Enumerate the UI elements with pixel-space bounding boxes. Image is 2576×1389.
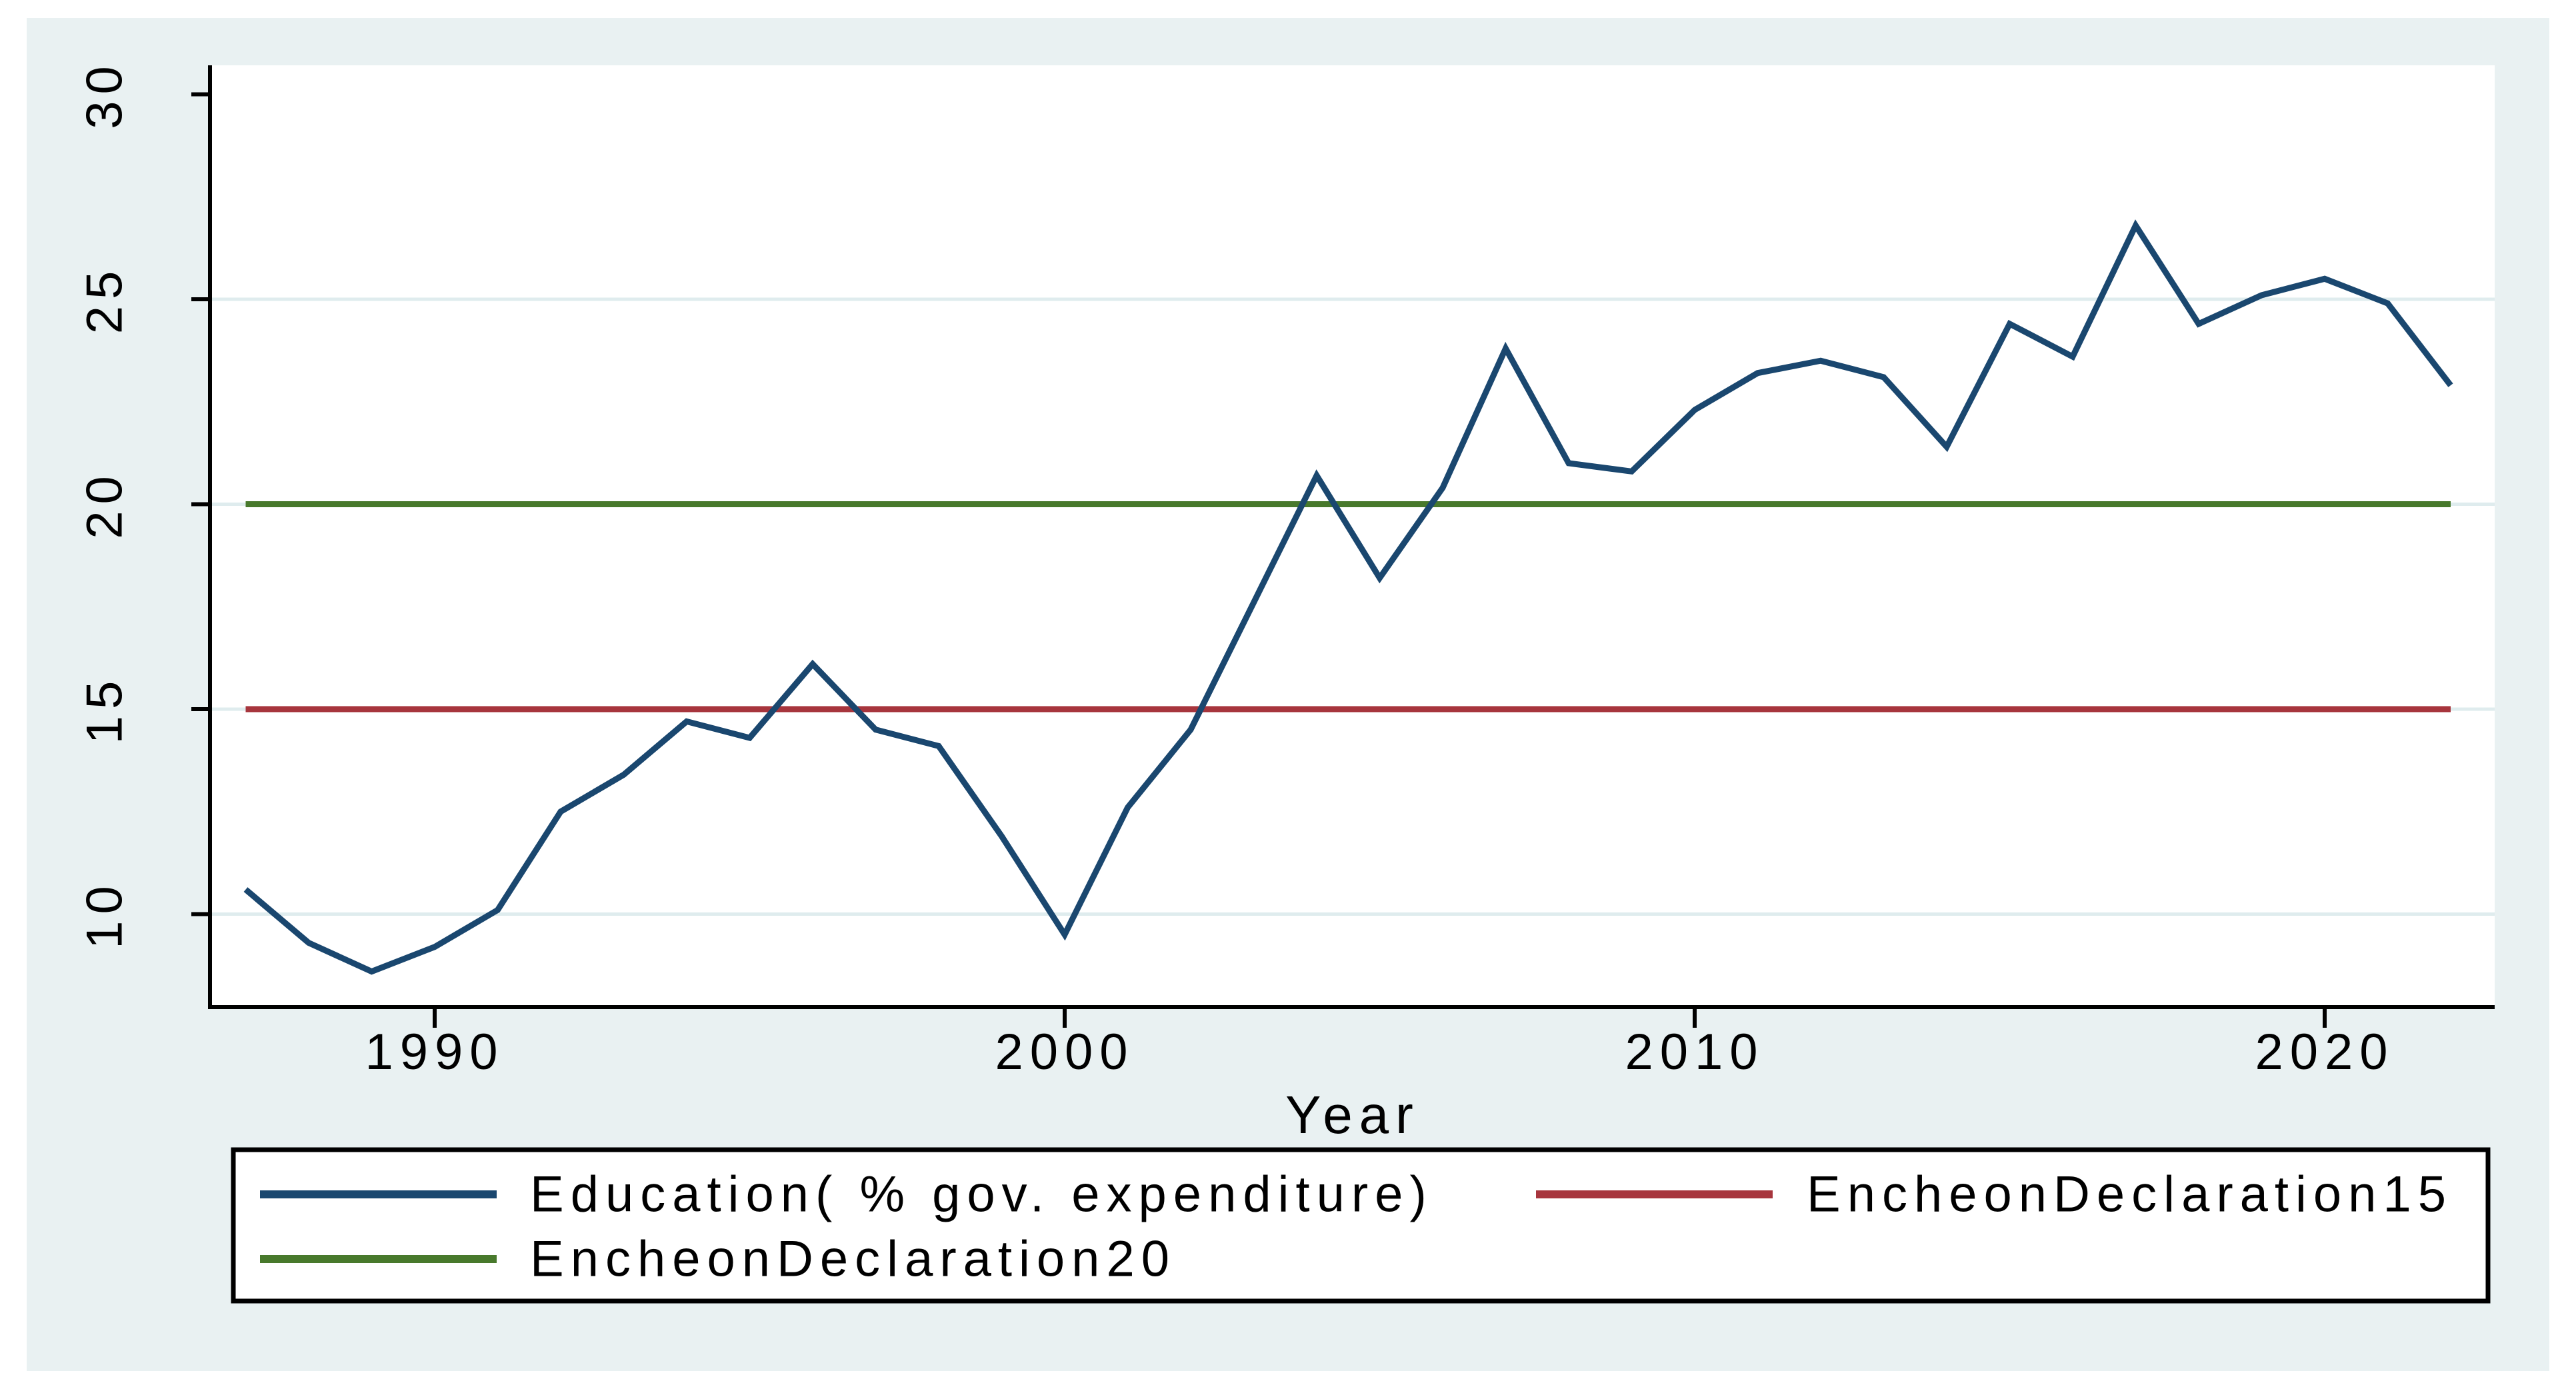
y-tick-label-15: 15 <box>77 675 133 744</box>
x-axis-ticks <box>433 1009 2327 1028</box>
data-series <box>243 219 2453 975</box>
legend: Education( % gov. expenditure) EncheonDe… <box>231 1147 2491 1304</box>
x-tick-label-2020: 2020 <box>2255 1024 2394 1080</box>
legend-box <box>231 1147 2491 1304</box>
reference-lines <box>245 501 2451 712</box>
x-axis-tick-labels: 1990 2000 2010 2020 <box>365 1024 2394 1080</box>
series-line-Education( % gov. expenditure) <box>243 219 2453 975</box>
y-tick-label-10: 10 <box>77 879 133 949</box>
x-tick-label-2010: 2010 <box>1625 1024 1764 1080</box>
x-tick-label-1990: 1990 <box>365 1024 504 1080</box>
x-tick-label-2000: 2000 <box>995 1024 1134 1080</box>
y-tick-label-30: 30 <box>77 59 133 129</box>
y-tick-label-25: 25 <box>77 265 133 335</box>
y-tick-label-20: 20 <box>77 469 133 539</box>
legend-label-encheon15: EncheonDeclaration15 <box>1807 1166 2453 1223</box>
x-axis-title: Year <box>1285 1085 1420 1144</box>
y-axis-ticks <box>191 92 210 916</box>
legend-label-education: Education( % gov. expenditure) <box>530 1166 1433 1223</box>
y-axis-tick-labels: 10 15 20 25 30 <box>77 59 133 949</box>
legend-label-encheon20: EncheonDeclaration20 <box>530 1231 1176 1288</box>
